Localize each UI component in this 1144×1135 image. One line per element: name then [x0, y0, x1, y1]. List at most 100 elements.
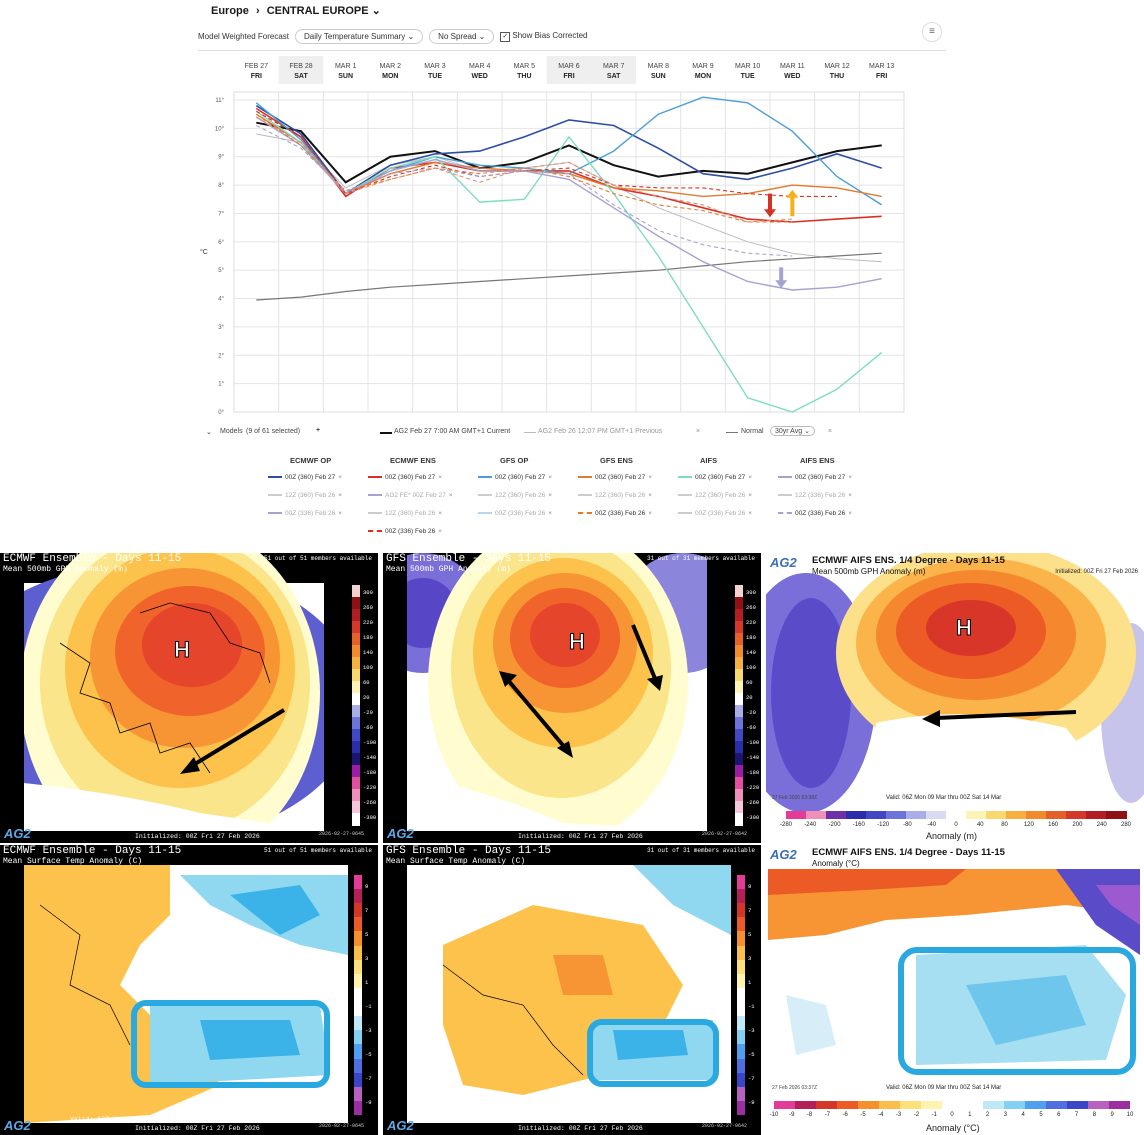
- close-icon[interactable]: ×: [338, 510, 343, 517]
- colorbar-swatch: [735, 705, 743, 718]
- day-label: WED: [784, 73, 800, 80]
- colorbar-label: 5: [748, 931, 752, 938]
- chevron-down-icon[interactable]: ⌄: [371, 5, 381, 17]
- aifs-gph-map: H AG2 ECMWF AIFS ENS. 1/4 Degree - Days …: [766, 553, 1144, 843]
- model-toggle[interactable]: 00Z (336) Feb 26 ×: [678, 510, 752, 517]
- colorbar-label: -3: [365, 1027, 372, 1034]
- close-icon[interactable]: ×: [648, 510, 653, 517]
- close-icon[interactable]: ×: [748, 492, 753, 499]
- model-toggle[interactable]: 12Z (360) Feb 26 ×: [478, 492, 552, 499]
- close-icon[interactable]: ×: [648, 474, 653, 481]
- model-toggle[interactable]: 00Z (336) Feb 26 ×: [268, 510, 342, 517]
- close-icon[interactable]: ×: [548, 492, 553, 499]
- model-toggle[interactable]: 12Z (360) Feb 26 ×: [578, 492, 652, 499]
- colorbar-swatch: [354, 973, 362, 989]
- colorbar-label: -300: [363, 813, 377, 821]
- spread-select[interactable]: No Spread ⌄: [429, 28, 495, 44]
- bias-checkbox[interactable]: ✓ Show Bias Corrected: [500, 31, 588, 42]
- model-toggle[interactable]: 00Z (360) Feb 27 ×: [678, 474, 752, 481]
- menu-icon[interactable]: ≡: [922, 22, 942, 42]
- model-toggle[interactable]: 00Z (336) Feb 26 ×: [478, 510, 552, 517]
- breadcrumb-area[interactable]: CENTRAL EUROPE: [266, 5, 369, 17]
- model-label: 00Z (336) Feb 26: [385, 528, 436, 535]
- close-icon[interactable]: ×: [548, 510, 553, 517]
- colorbar-label: 180: [746, 633, 756, 641]
- close-icon[interactable]: ×: [848, 474, 853, 481]
- colorbar-label: 5: [365, 931, 369, 938]
- model-label: 00Z (360) Feb 27: [495, 474, 546, 481]
- colorbar-swatch: [735, 645, 743, 658]
- model-toggle[interactable]: 00Z (336) Feb 26 ×: [778, 510, 852, 517]
- chevron-down-icon: ⌄: [478, 31, 486, 41]
- colorbar-swatch: [735, 801, 743, 814]
- close-icon[interactable]: ×: [848, 492, 853, 499]
- model-toggle[interactable]: 00Z (360) Feb 27 ×: [778, 474, 852, 481]
- date-label: MAR 13: [869, 63, 894, 70]
- model-toggle[interactable]: 12Z (360) Feb 26 ×: [268, 492, 342, 499]
- model-toggle[interactable]: 00Z (360) Feb 27 ×: [368, 474, 442, 481]
- model-toggle[interactable]: 12Z (360) Feb 26 ×: [678, 492, 752, 499]
- colorbar-swatch: [737, 959, 745, 975]
- normal-select[interactable]: 30yr Avg ⌄: [770, 426, 815, 436]
- colorbar-label: -7: [748, 1075, 755, 1082]
- map-subtitle: Mean Surface Temp Anomaly (C): [3, 857, 143, 866]
- model-toggle[interactable]: 00Z (360) Feb 27 ×: [578, 474, 652, 481]
- close-icon[interactable]: ×: [438, 510, 443, 517]
- model-toggle[interactable]: AG2 FE* 00Z Feb 27 ×: [368, 492, 453, 499]
- close-icon[interactable]: ×: [848, 510, 853, 517]
- close-icon[interactable]: ×: [448, 492, 453, 499]
- colorbar-swatch: [1006, 811, 1027, 819]
- trend-arrow-head: [786, 189, 799, 198]
- model-toggle[interactable]: 00Z (360) Feb 27 ×: [268, 474, 342, 481]
- colorbar-swatch: [735, 693, 743, 706]
- colorbar-label: 5: [1039, 1112, 1043, 1118]
- close-icon[interactable]: ×: [338, 492, 343, 499]
- chevron-down-icon[interactable]: ⌄: [206, 429, 212, 436]
- breadcrumb-region[interactable]: Europe: [211, 5, 249, 17]
- colorbar-swatch: [354, 1058, 362, 1074]
- colorbar-swatch: [352, 597, 360, 610]
- ag2-logo: AG2: [4, 826, 31, 841]
- colorbar-label: -100: [746, 738, 760, 746]
- remove-normal-icon[interactable]: ×: [828, 428, 833, 435]
- model-toggle[interactable]: 12Z (360) Feb 26 ×: [368, 510, 442, 517]
- colorbar-swatch: [878, 1101, 901, 1109]
- colorbar-swatch: [354, 1100, 362, 1116]
- close-icon[interactable]: ×: [338, 474, 343, 481]
- date-label: MAR 7: [603, 63, 625, 70]
- close-icon[interactable]: ×: [548, 474, 553, 481]
- model-toggle[interactable]: 00Z (360) Feb 27 ×: [478, 474, 552, 481]
- colorbar-label: 0: [954, 822, 958, 828]
- remove-previous-icon[interactable]: ×: [696, 428, 701, 435]
- model-toggle[interactable]: 00Z (336) Feb 26 ×: [578, 510, 652, 517]
- colorbar-swatch: [735, 669, 743, 682]
- colorbar-label: -8: [806, 1112, 813, 1118]
- colorbar-label: 3: [365, 955, 369, 962]
- add-model-button[interactable]: +: [316, 427, 321, 434]
- colorbar-label: -2: [913, 1112, 920, 1118]
- colorbar-swatch: [836, 1101, 859, 1109]
- toolbar-label: Model Weighted Forecast: [198, 31, 290, 41]
- series-swatch: [268, 494, 282, 497]
- close-icon[interactable]: ×: [748, 474, 753, 481]
- summary-select[interactable]: Daily Temperature Summary ⌄: [295, 28, 424, 44]
- colorbar-swatch: [352, 693, 360, 706]
- close-icon[interactable]: ×: [438, 528, 443, 535]
- day-label: FRI: [251, 73, 262, 80]
- colorbar-swatch: [352, 621, 360, 634]
- colorbar-label: 4: [1021, 1112, 1025, 1118]
- colorbar-swatch: [1046, 811, 1067, 819]
- close-icon[interactable]: ×: [438, 474, 443, 481]
- close-icon[interactable]: ×: [648, 492, 653, 499]
- colorbar-swatch: [354, 875, 362, 890]
- model-toggle[interactable]: 12Z (336) Feb 26 ×: [778, 492, 852, 499]
- colorbar-swatch: [352, 813, 360, 826]
- model-label: 12Z (360) Feb 26: [385, 510, 436, 517]
- colorbar-swatch: [354, 987, 362, 1003]
- trend-arrow-head: [764, 209, 776, 218]
- temp-colorbar: 9 7 5 3 1 -1 -3 -5 -7 -9: [354, 875, 372, 1116]
- close-icon[interactable]: ×: [748, 510, 753, 517]
- series-line: [256, 133, 882, 263]
- y-tick-label: 9°: [218, 155, 224, 161]
- model-toggle[interactable]: 00Z (336) Feb 26 ×: [368, 528, 442, 535]
